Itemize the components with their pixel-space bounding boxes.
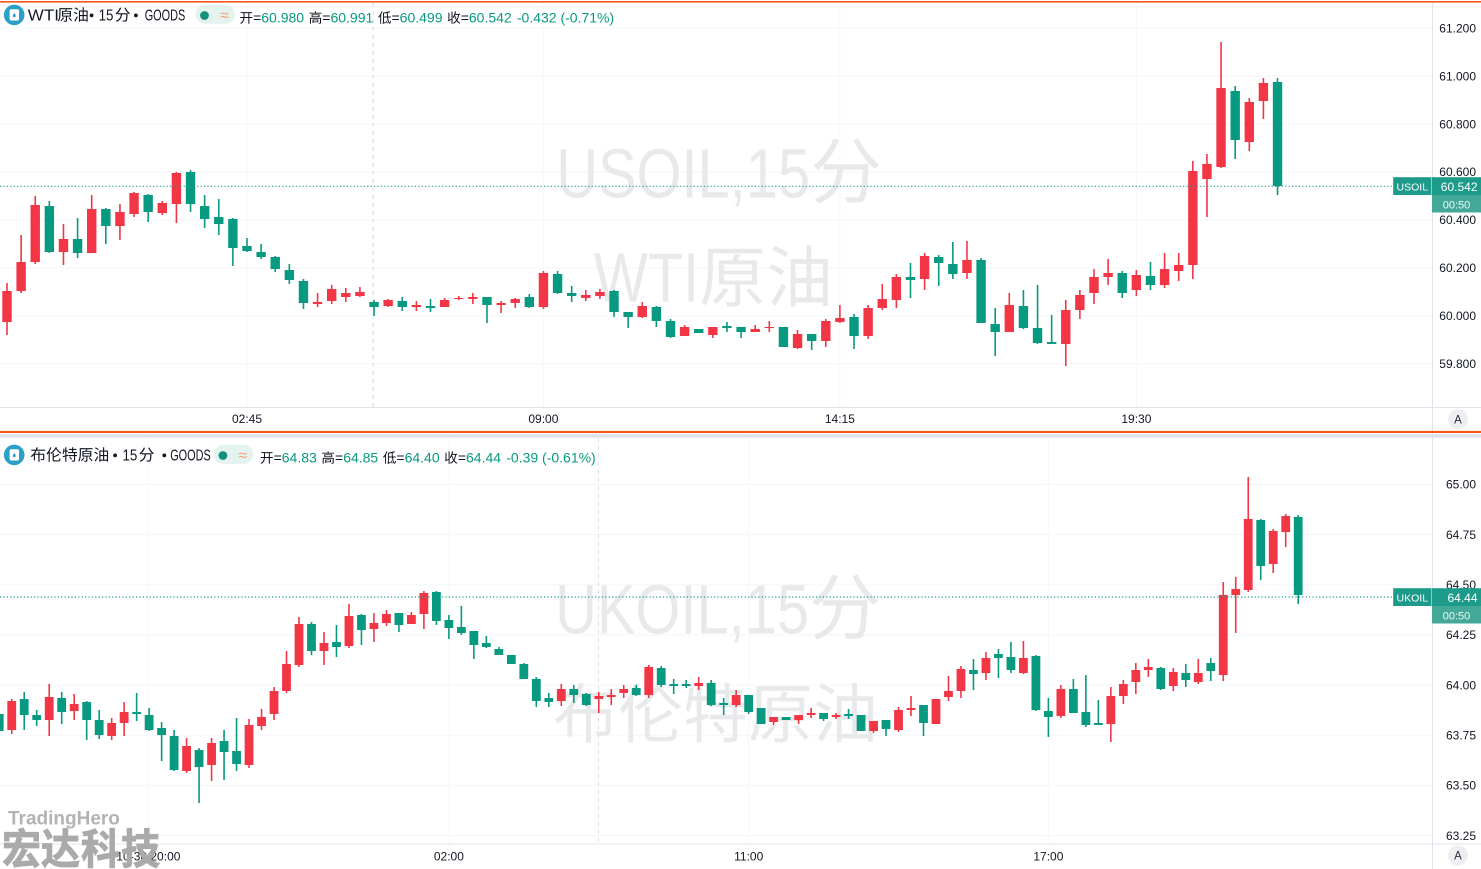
svg-text:17:00: 17:00 bbox=[1033, 850, 1063, 864]
svg-text:00:50: 00:50 bbox=[1443, 199, 1471, 211]
svg-text:-0.39 (-0.61%): -0.39 (-0.61%) bbox=[506, 450, 595, 466]
svg-text:64.85: 64.85 bbox=[343, 450, 378, 466]
svg-text:60.800: 60.800 bbox=[1439, 117, 1476, 131]
svg-text:59.800: 59.800 bbox=[1439, 357, 1476, 371]
svg-text:60.542: 60.542 bbox=[469, 10, 512, 26]
svg-text:65.00: 65.00 bbox=[1446, 478, 1476, 492]
svg-text:≈: ≈ bbox=[239, 448, 248, 465]
svg-text:64.83: 64.83 bbox=[282, 450, 317, 466]
svg-text:=: = bbox=[458, 450, 466, 466]
svg-text:GOODS: GOODS bbox=[170, 447, 211, 464]
svg-text:63.75: 63.75 bbox=[1446, 729, 1476, 743]
svg-text:=: = bbox=[322, 10, 330, 26]
svg-text:15: 15 bbox=[99, 8, 114, 25]
svg-text:60.980: 60.980 bbox=[261, 10, 304, 26]
svg-text:60.600: 60.600 bbox=[1439, 165, 1476, 179]
svg-text:TradingHero: TradingHero bbox=[8, 809, 120, 830]
svg-text:-0.432 (-0.71%): -0.432 (-0.71%) bbox=[517, 10, 614, 26]
svg-text:14:15: 14:15 bbox=[825, 412, 855, 426]
svg-text:=: = bbox=[253, 10, 261, 26]
svg-text:63.50: 63.50 bbox=[1446, 779, 1476, 793]
svg-text:64.25: 64.25 bbox=[1446, 628, 1476, 642]
svg-text:USOIL: USOIL bbox=[1397, 182, 1429, 194]
svg-text:UKOIL,15: UKOIL,15 bbox=[555, 570, 809, 649]
svg-text:61.000: 61.000 bbox=[1439, 69, 1476, 83]
svg-text:WTI: WTI bbox=[28, 7, 59, 24]
svg-text:19:30: 19:30 bbox=[1121, 412, 1151, 426]
svg-text:15: 15 bbox=[123, 448, 138, 465]
svg-text:60.499: 60.499 bbox=[400, 10, 443, 26]
svg-text:A: A bbox=[1454, 851, 1462, 863]
svg-text:60.991: 60.991 bbox=[330, 10, 373, 26]
svg-text:GOODS: GOODS bbox=[145, 7, 186, 24]
svg-text:64.75: 64.75 bbox=[1446, 528, 1476, 542]
svg-text:00:50: 00:50 bbox=[1443, 610, 1471, 622]
svg-text:=: = bbox=[274, 450, 282, 466]
svg-text:11:00: 11:00 bbox=[734, 850, 763, 864]
svg-text:63.25: 63.25 bbox=[1446, 829, 1476, 843]
svg-text:02:45: 02:45 bbox=[232, 412, 262, 426]
svg-text:=: = bbox=[391, 10, 399, 26]
svg-text:A: A bbox=[1454, 415, 1462, 427]
svg-text:=: = bbox=[396, 450, 404, 466]
svg-text:60.400: 60.400 bbox=[1439, 213, 1476, 227]
svg-text:64.00: 64.00 bbox=[1446, 678, 1476, 692]
svg-text:64.40: 64.40 bbox=[405, 450, 440, 466]
svg-text:61.200: 61.200 bbox=[1439, 22, 1476, 36]
svg-text:60.200: 60.200 bbox=[1439, 261, 1476, 275]
svg-text:=: = bbox=[335, 450, 343, 466]
svg-text:60.542: 60.542 bbox=[1441, 180, 1478, 194]
svg-text:=: = bbox=[461, 10, 469, 26]
svg-text:60.000: 60.000 bbox=[1439, 309, 1476, 323]
svg-text:≈: ≈ bbox=[220, 8, 229, 25]
svg-text:UKOIL: UKOIL bbox=[1397, 593, 1429, 605]
svg-text:09:00: 09:00 bbox=[528, 412, 558, 426]
svg-text:02:00: 02:00 bbox=[434, 850, 464, 864]
svg-text:64.44: 64.44 bbox=[1447, 591, 1477, 605]
svg-text:64.44: 64.44 bbox=[466, 450, 501, 466]
svg-text:USOIL,15: USOIL,15 bbox=[556, 134, 810, 213]
